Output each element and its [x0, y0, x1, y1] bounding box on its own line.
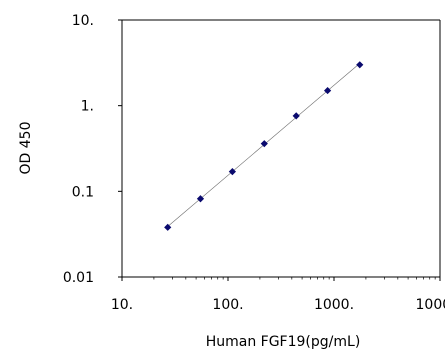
data-point — [292, 112, 300, 120]
tick-labels: 10. 100. 1000. 10000. 0.01 0.1 1. 10. — [63, 13, 445, 313]
data-point — [164, 223, 172, 231]
data-point — [323, 86, 332, 95]
x-axis-title: Human FGF19(pg/mL) — [206, 334, 361, 350]
y-tick-label: 10. — [72, 13, 94, 29]
y-tick-label: 1. — [81, 99, 94, 115]
y-axis-title: OD 450 — [18, 122, 34, 175]
x-tick-label: 1000. — [314, 297, 354, 313]
data-point — [196, 195, 205, 203]
data-point — [260, 140, 268, 148]
data-points — [164, 61, 364, 231]
y-tick-label: 0.01 — [63, 270, 94, 286]
plot-area — [122, 20, 439, 277]
y-tick-label: 0.1 — [72, 184, 94, 200]
data-point — [356, 61, 364, 69]
x-tick-label: 10000. — [416, 297, 445, 313]
data-point — [228, 167, 236, 176]
x-tick-label: 10. — [111, 297, 133, 313]
axis-ticks — [118, 19, 441, 281]
x-tick-label: 100. — [212, 297, 243, 313]
